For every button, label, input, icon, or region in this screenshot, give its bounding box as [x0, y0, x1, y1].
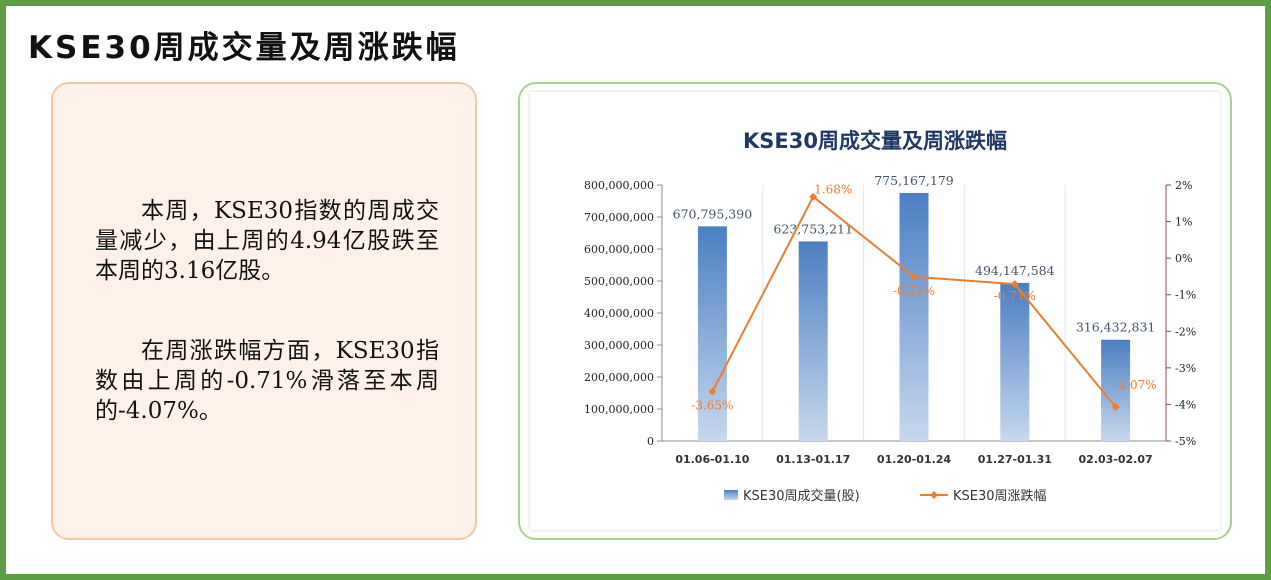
y-right-tick-label: -1% — [1175, 289, 1196, 302]
y-right-tick-label: 1% — [1175, 216, 1192, 229]
change-point — [910, 272, 918, 281]
chart-title: KSE30周成交量及周涨跌幅 — [743, 129, 1007, 153]
x-tick-label: 02.03-02.07 — [1079, 453, 1153, 466]
change-data-label: 1.68% — [814, 183, 852, 197]
legend-swatch-volume — [724, 490, 738, 500]
summary-card: 本周，KSE30指数的周成交量减少，由上周的4.94亿股跌至本周的3.16亿股。… — [51, 82, 477, 540]
x-tick-label: 01.20-01.24 — [877, 453, 951, 466]
y-right-tick-label: 0% — [1175, 252, 1192, 265]
x-tick-label: 01.13-01.17 — [776, 453, 850, 466]
volume-bar — [798, 241, 828, 441]
y-right-tick-label: -5% — [1175, 435, 1196, 448]
x-tick-label: 01.06-01.10 — [675, 453, 749, 466]
y-right-tick-label: 2% — [1175, 179, 1192, 192]
legend-label-change: KSE30周涨跌幅 — [953, 488, 1047, 504]
change-point — [809, 192, 818, 201]
volume-data-label: 623,753,211 — [773, 221, 853, 236]
y-left-tick-label: 0 — [647, 435, 654, 448]
legend-label-volume: KSE30周成交量(股) — [743, 488, 860, 504]
legend-marker-change — [930, 491, 938, 499]
volume-bar — [899, 192, 929, 441]
summary-paragraph-volume: 本周，KSE30指数的周成交量减少，由上周的4.94亿股跌至本周的3.16亿股。 — [95, 198, 439, 284]
y-left-tick-label: 500,000,000 — [584, 275, 654, 288]
x-tick-label: 01.27-01.31 — [978, 453, 1052, 466]
volume-bar — [1000, 282, 1030, 441]
change-data-label: -0.71% — [994, 289, 1036, 303]
y-left-tick-label: 600,000,000 — [584, 243, 654, 256]
y-right-tick-label: -3% — [1175, 362, 1196, 375]
volume-data-label: 670,795,390 — [673, 206, 753, 221]
chart-panel: KSE30周成交量及周涨跌幅 0 100,000,000 200,000,000 300… — [530, 92, 1220, 530]
summary-paragraph-change: 在周涨跌幅方面，KSE30指数由上周的-0.71%滑落至本周的-4.07%。 — [95, 338, 439, 424]
volume-data-label: 494,147,584 — [975, 263, 1055, 278]
y-left-tick-label: 700,000,000 — [584, 211, 654, 224]
combo-chart: KSE30周成交量及周涨跌幅 0 100,000,000 200,000,000 300… — [584, 129, 1196, 504]
chart-card: KSE30周成交量及周涨跌幅 0 100,000,000 200,000,000 300… — [518, 82, 1232, 540]
volume-data-label: 775,167,179 — [874, 173, 954, 188]
y-right-tick-label: -2% — [1175, 325, 1196, 338]
change-point — [1010, 280, 1019, 289]
change-data-label: -0.51% — [893, 284, 935, 298]
volume-bar — [697, 226, 727, 441]
y-left-tick-label: 800,000,000 — [584, 179, 654, 192]
volume-bar — [1101, 339, 1131, 441]
y-right-tick-label: -4% — [1175, 398, 1196, 411]
volume-data-label: 316,432,831 — [1076, 320, 1156, 335]
y-left-tick-label: 400,000,000 — [584, 307, 654, 320]
change-point — [1111, 402, 1120, 411]
y-left-tick-label: 100,000,000 — [584, 403, 654, 416]
y-left-tick-label: 300,000,000 — [584, 339, 654, 352]
page-title: KSE30周成交量及周涨跌幅 — [28, 30, 460, 66]
change-data-label: -4.07% — [1115, 378, 1157, 392]
change-data-label: -3.65% — [691, 399, 733, 413]
y-left-tick-label: 200,000,000 — [584, 371, 654, 384]
change-point — [708, 387, 717, 396]
